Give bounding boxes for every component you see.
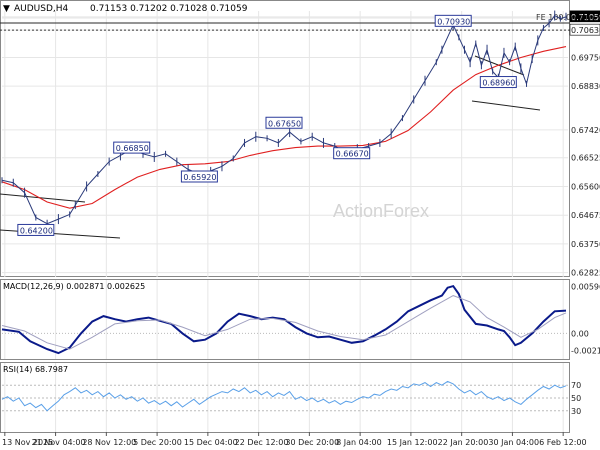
grid-lines	[2, 11, 568, 432]
moving-average-line	[1, 46, 567, 209]
rsi-tick-label: 30	[571, 407, 581, 416]
macd-tick-label: 0.00	[571, 329, 589, 338]
annotation-label: 0.66850	[116, 144, 149, 153]
macd-tick-label: 0.005964	[571, 282, 600, 291]
left-channel-upper	[0, 193, 86, 203]
rsi-tick-label: 70	[571, 381, 581, 390]
x-tick-label: 22 Dec 12:00	[235, 438, 289, 447]
rsi-line	[1, 380, 567, 412]
x-tick-label: 30 Dec 20:00	[285, 438, 339, 447]
annotation-label: 0.68960	[482, 79, 515, 88]
annotation-box	[479, 76, 517, 89]
triangle-lower	[471, 100, 541, 111]
macd-line	[1, 284, 567, 355]
macd-tick-label: -0.002177	[571, 347, 600, 356]
x-tick-label: 8 Jan 04:00	[336, 438, 382, 447]
macd-signal-line	[1, 295, 567, 350]
x-tick-label: 30 Jan 04:00	[488, 438, 539, 447]
x-tick-label: 5 Dec 20:00	[133, 438, 182, 447]
annotation-box	[434, 14, 472, 27]
annotation-box	[113, 141, 151, 154]
price-tick-label: 0.66525	[571, 154, 600, 163]
rsi-panel-frame	[0, 362, 570, 433]
price-tick-label: 0.64675	[571, 211, 600, 220]
price-tick-label: 0.71059	[571, 13, 600, 22]
macd-title: MACD(12,26,9) 0.002871 0.002625	[3, 282, 145, 291]
annotation-label: 0.65920	[183, 173, 216, 182]
annotation-label: 0.70930	[437, 17, 470, 26]
annotation-box	[265, 116, 303, 129]
rsi-series-group	[1, 380, 567, 412]
symbol-label: AUDUSD,H4	[14, 4, 69, 14]
x-tick-label: 6 Feb 12:00	[539, 438, 586, 447]
annotation-box	[17, 223, 55, 236]
annotation-label: 0.67650	[268, 119, 301, 128]
current-price-box	[569, 10, 600, 23]
price-tick-label: 0.62825	[571, 269, 600, 278]
rsi-tick-label: 50	[571, 394, 581, 403]
x-tick-label: 21 Nov 04:00	[32, 438, 86, 447]
ohlc-values: 0.71153 0.71202 0.71028 0.71059	[90, 4, 248, 14]
annotation-label: 0.64200	[20, 226, 53, 235]
symbol-dropdown-icon[interactable]: ▼	[3, 4, 10, 14]
dotted-level-box	[569, 23, 600, 36]
x-tick-label: 22 Jan 20:00	[438, 438, 489, 447]
price-panel-frame	[0, 0, 570, 277]
rsi-title: RSI(14) 68.7987	[3, 365, 68, 374]
macd-series-group	[1, 284, 567, 355]
x-tick-label: 15 Dec 04:00	[184, 438, 238, 447]
macd-panel-frame	[0, 279, 570, 360]
watermark: ActionForex	[333, 201, 429, 221]
annotation-label: 0.66670	[336, 150, 369, 159]
annotation-box	[180, 170, 218, 183]
x-tick-label: 15 Jan 12:00	[387, 438, 438, 447]
x-tick-label: 28 Nov 12:00	[82, 438, 136, 447]
price-annotations: 0.64200 0.66850 0.65920 0.67650 0.66670 0.709…	[17, 14, 517, 236]
annotation-box	[333, 147, 371, 160]
x-tick-label: 13 Nov 2025	[2, 438, 53, 447]
